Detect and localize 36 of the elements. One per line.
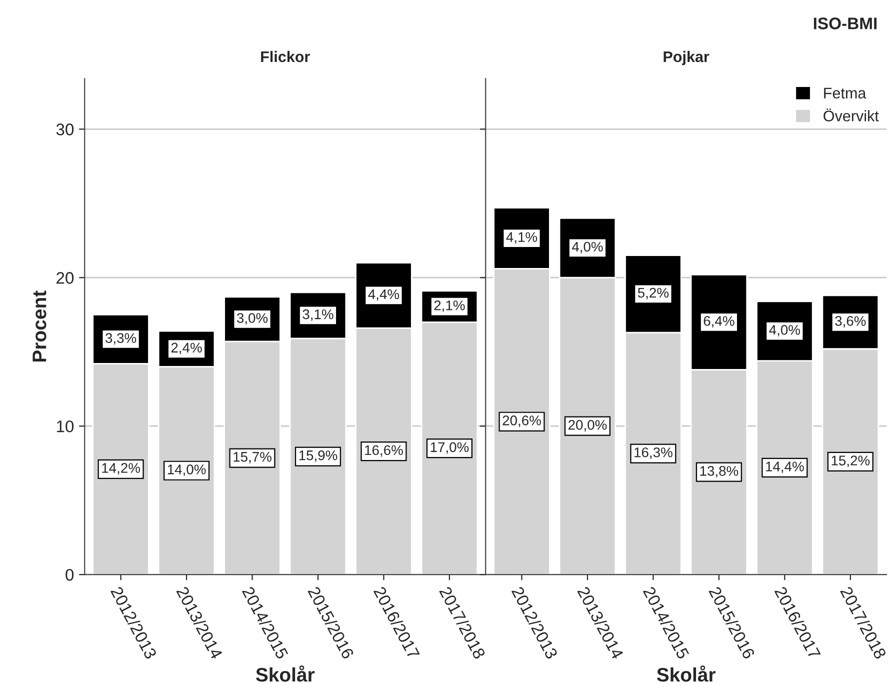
x-axis-title: Skolår <box>256 665 315 682</box>
data-label: 20,6% <box>502 416 541 427</box>
data-label: 3,1% <box>302 309 334 321</box>
y-axis-title: Procent <box>32 290 46 362</box>
data-label: 4,0% <box>769 324 800 336</box>
y-tick-label: 30 <box>56 124 74 136</box>
data-label: 3,3% <box>106 333 136 345</box>
data-label: 15,7% <box>234 452 272 464</box>
x-axis-title: Skolår <box>656 665 716 682</box>
data-label: 17,0% <box>430 442 469 454</box>
data-label: 20,0% <box>568 420 607 432</box>
legend-label: Övervikt <box>824 108 879 122</box>
data-label: 15,2% <box>832 456 870 468</box>
chart-title: Pojkar <box>664 50 710 66</box>
data-label: 4,4% <box>368 289 400 301</box>
data-label: 2,4% <box>171 342 202 354</box>
data-label: 6,4% <box>704 316 734 328</box>
data-label: 16,6% <box>365 445 403 457</box>
data-label: 14,2% <box>102 463 140 475</box>
y-tick-label: 0 <box>66 568 74 581</box>
data-label: 3,6% <box>835 316 866 328</box>
data-label: 3,0% <box>236 313 268 325</box>
data-label: 16,3% <box>634 447 672 459</box>
y-tick-label: 10 <box>56 420 74 432</box>
data-label: 14,0% <box>168 464 206 476</box>
data-label: 14,4% <box>766 462 804 474</box>
y-tick-label: 20 <box>56 272 74 284</box>
legend-label: Fetma <box>824 88 866 99</box>
data-label: 4,1% <box>506 232 538 244</box>
data-label: 13,8% <box>700 466 738 478</box>
chart-title: Flickor <box>261 50 310 62</box>
data-label: 15,9% <box>299 450 338 462</box>
data-label: 5,2% <box>638 288 669 300</box>
data-label: 2,1% <box>434 300 465 312</box>
data-label: 4,0% <box>572 242 603 254</box>
legend-title: ISO-BMI <box>814 18 877 30</box>
